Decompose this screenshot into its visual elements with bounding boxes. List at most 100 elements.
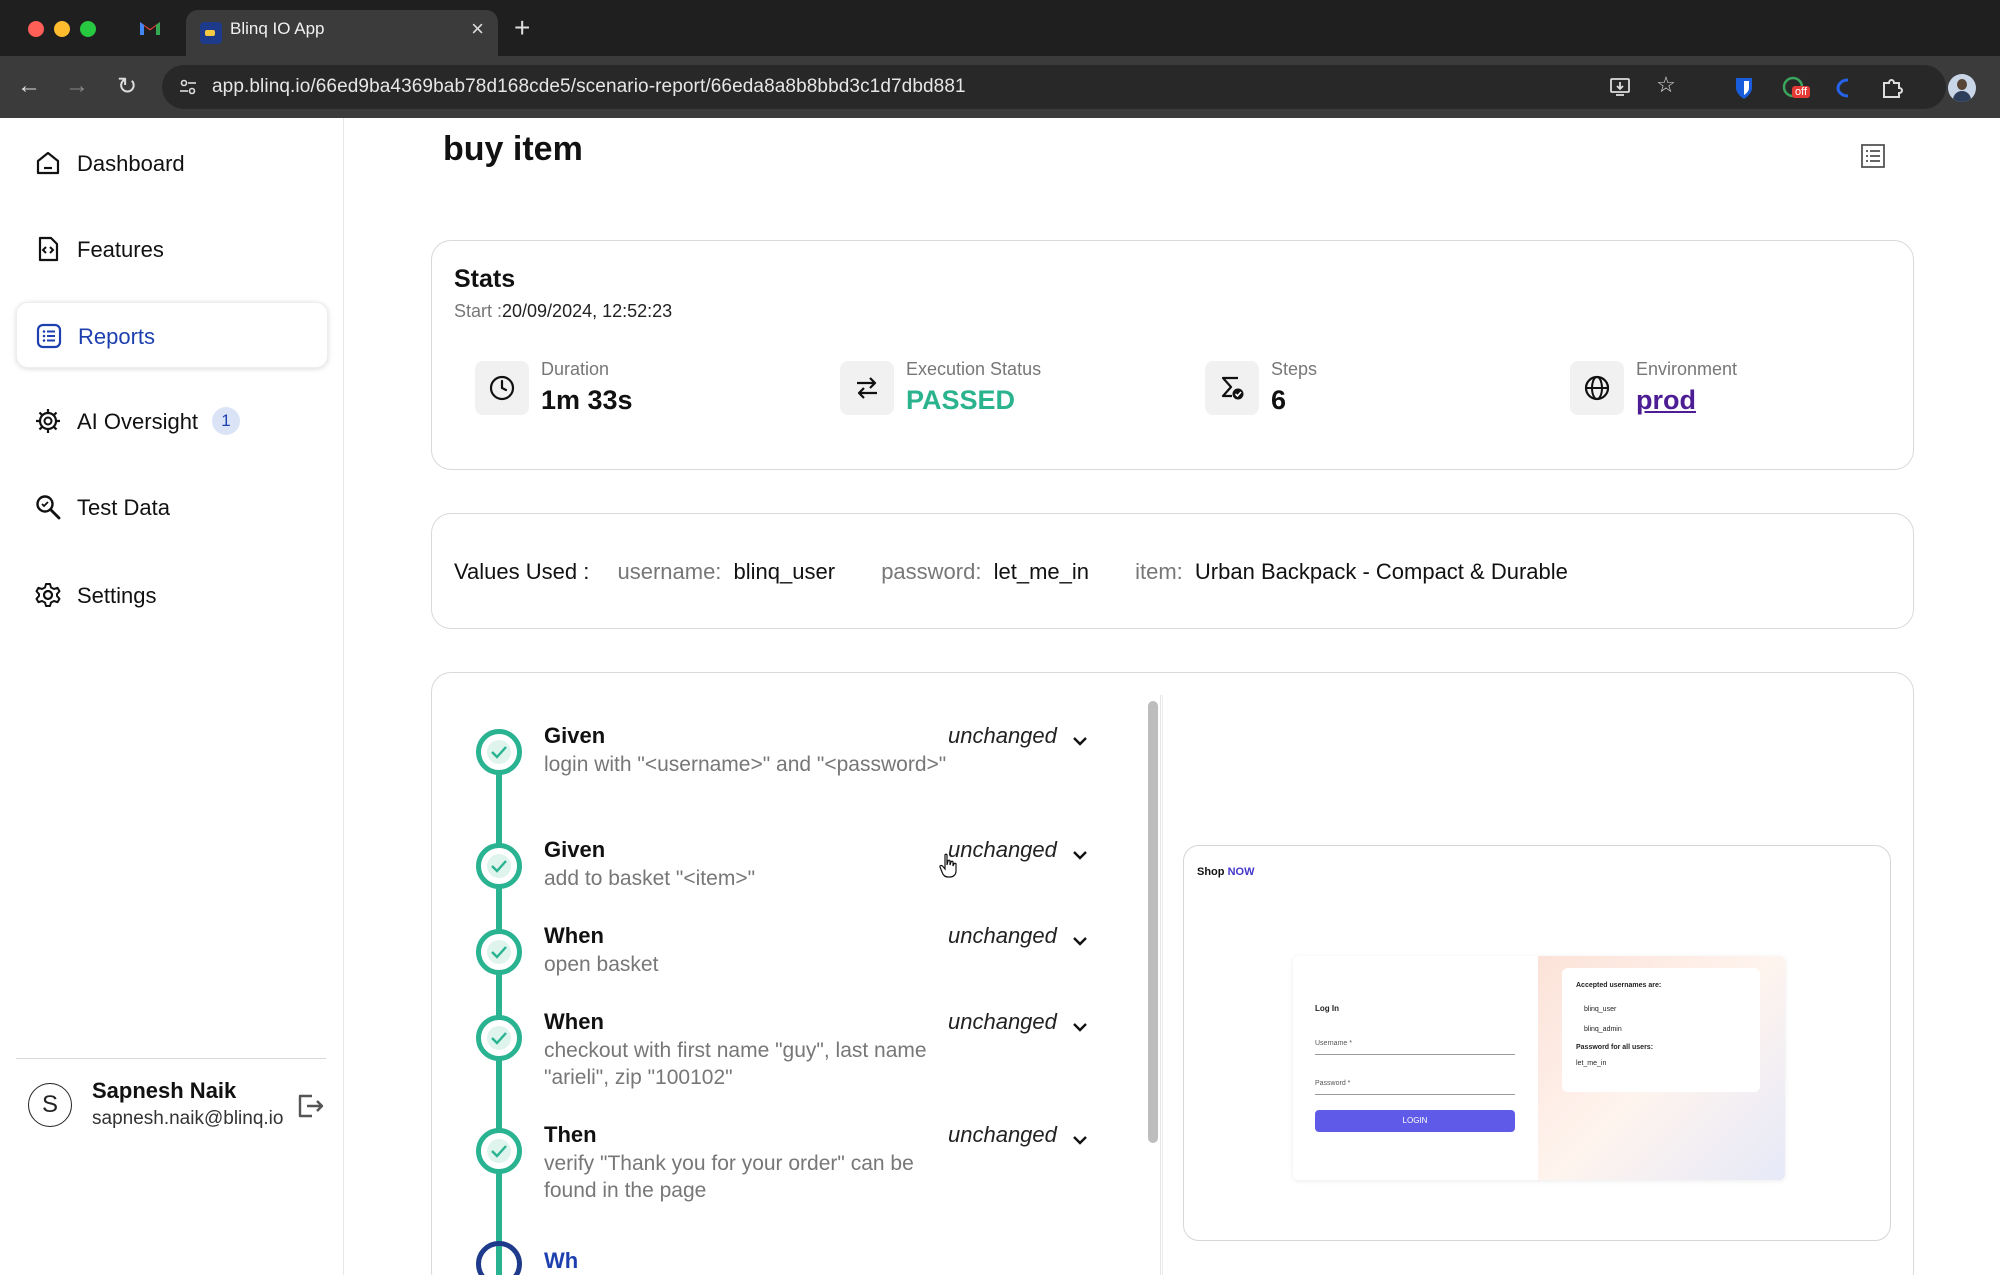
user-email: sapnesh.naik@blinq.io xyxy=(92,1108,284,1129)
sidebar-item-settings[interactable]: Settings xyxy=(16,562,328,628)
close-tab-icon[interactable]: × xyxy=(471,16,484,41)
stat-value: 6 xyxy=(1271,385,1287,415)
stat-icon-box xyxy=(840,361,894,415)
panel-divider xyxy=(1160,695,1161,1275)
url-text[interactable]: app.blinq.io/66ed9ba4369bab78d168cde5/sc… xyxy=(212,76,966,97)
step-passed-icon xyxy=(476,843,522,889)
step-text: add to basket "<item>" xyxy=(544,867,756,890)
environment-link[interactable]: prod xyxy=(1636,385,1696,415)
step-text: open basket xyxy=(544,953,659,976)
forward-icon[interactable]: → xyxy=(65,72,89,99)
step-status[interactable]: unchanged xyxy=(948,723,1057,748)
bookmark-star-icon[interactable]: ☆ xyxy=(1656,72,1676,97)
stat-label: Steps xyxy=(1271,359,1318,379)
values-used-card: Values Used : username: blinq_user passw… xyxy=(431,513,1914,629)
shop-logo: Shop NOW xyxy=(1197,866,1255,878)
value-value: Urban Backpack - Compact & Durable xyxy=(1194,559,1568,584)
steps-scrollbar[interactable] xyxy=(1148,701,1158,1143)
value-key: password: xyxy=(881,559,982,584)
step-passed-icon xyxy=(476,729,522,775)
minimize-window-button[interactable] xyxy=(54,21,70,37)
values-used-line: Values Used : username: blinq_user passw… xyxy=(454,559,1568,585)
username-option: blinq_admin xyxy=(1584,1026,1622,1033)
sidebar-item-label: Features xyxy=(77,237,164,262)
step-keyword: When xyxy=(544,1009,604,1034)
password-title: Password for all users: xyxy=(1576,1044,1654,1051)
sidebar-item-features[interactable]: Features xyxy=(16,216,328,282)
stat-label: Duration xyxy=(541,359,610,379)
chevron-down-icon[interactable] xyxy=(1072,1134,1088,1146)
install-app-icon[interactable] xyxy=(1608,75,1632,99)
username-field xyxy=(1315,1054,1515,1055)
step-keyword: Wh xyxy=(544,1248,579,1273)
accepted-usernames-title: Accepted usernames are: xyxy=(1576,982,1662,989)
stats-title: Stats xyxy=(454,265,516,293)
count-badge: 1 xyxy=(212,407,240,435)
gmail-icon[interactable] xyxy=(138,16,162,40)
stats-card: Stats Start :20/09/2024, 12:52:23 Durati… xyxy=(431,240,1914,470)
sidebar-item-ai-oversight[interactable]: AI Oversight 1 xyxy=(16,388,328,454)
user-name: Sapnesh Naik xyxy=(92,1078,237,1103)
sidebar-item-dashboard[interactable]: Dashboard xyxy=(16,130,328,196)
status-badge: PASSED xyxy=(906,385,1016,415)
search-data-icon xyxy=(36,495,61,520)
chevron-down-icon[interactable] xyxy=(1072,849,1088,861)
gear-icon xyxy=(35,583,61,607)
sidebar-item-label: Settings xyxy=(77,583,157,608)
stat-icon-box xyxy=(1205,361,1259,415)
stat-icon-box xyxy=(475,361,529,415)
back-icon[interactable]: ← xyxy=(17,72,41,99)
page-title: buy item xyxy=(443,130,583,168)
address-bar[interactable]: app.blinq.io/66ed9ba4369bab78d168cde5/sc… xyxy=(162,65,1946,109)
site-settings-icon[interactable] xyxy=(178,77,198,97)
feature-file-icon xyxy=(38,236,59,262)
blinq-favicon-icon xyxy=(200,22,222,44)
value-value: blinq_user xyxy=(733,559,836,584)
sidebar-item-label: Test Data xyxy=(77,495,170,520)
start-time: 20/09/2024, 12:52:23 xyxy=(502,301,673,321)
stat-value: 1m 33s xyxy=(541,385,633,415)
sidebar-item-reports[interactable]: Reports xyxy=(16,302,328,368)
chevron-down-icon[interactable] xyxy=(1072,935,1088,947)
step-status[interactable]: unchanged xyxy=(948,1122,1057,1147)
username-label: Username * xyxy=(1315,1040,1352,1047)
ai-gear-icon xyxy=(36,409,60,433)
reload-icon[interactable]: ↻ xyxy=(116,73,138,100)
step-keyword: Given xyxy=(544,723,606,748)
logout-icon[interactable] xyxy=(294,1090,326,1122)
chevron-down-icon[interactable] xyxy=(1072,1021,1088,1033)
profile-avatar[interactable] xyxy=(1948,74,1976,102)
close-window-button[interactable] xyxy=(28,21,44,37)
browser-tab-active[interactable]: Blinq IO App × xyxy=(186,10,498,56)
stat-label: Execution Status xyxy=(906,359,1042,379)
extension-off-icon[interactable]: off xyxy=(1780,74,1811,102)
step-status[interactable]: unchanged xyxy=(948,837,1057,862)
step-text: checkout with first name "guy", last nam… xyxy=(544,1039,927,1089)
sidebar-item-label: AI Oversight xyxy=(77,409,199,434)
password-label: Password * xyxy=(1315,1080,1351,1087)
bitwarden-extension-icon[interactable] xyxy=(1730,74,1758,102)
report-list-icon[interactable] xyxy=(1860,143,1886,169)
login-title: Log In xyxy=(1315,1004,1339,1013)
step-status[interactable]: unchanged xyxy=(948,923,1057,948)
sidebar-item-test-data[interactable]: Test Data xyxy=(16,474,328,540)
step-passed-icon xyxy=(476,929,522,975)
steps-sigma-icon xyxy=(1221,376,1244,400)
chevron-down-icon[interactable] xyxy=(1072,735,1088,747)
step-screenshot-preview[interactable]: Shop NOW Log In Username * Password * LO… xyxy=(1183,845,1891,1241)
stat-icon-box xyxy=(1570,361,1624,415)
step-status[interactable]: unchanged xyxy=(948,1009,1057,1034)
new-tab-icon[interactable]: + xyxy=(514,12,531,43)
stat-label: Environment xyxy=(1636,359,1738,379)
step-keyword: Given xyxy=(544,837,606,862)
transfer-arrows-icon xyxy=(857,377,877,399)
maximize-window-button[interactable] xyxy=(80,21,96,37)
value-key: username: xyxy=(617,559,722,584)
home-icon xyxy=(36,151,60,175)
blinq-extension-icon[interactable] xyxy=(1830,74,1858,102)
extensions-puzzle-icon[interactable] xyxy=(1878,74,1906,102)
avatar: S xyxy=(28,1083,72,1127)
step-keyword: When xyxy=(544,923,604,948)
sidebar: Dashboard Features Reports AI Oversight … xyxy=(0,118,344,1275)
password-value: let_me_in xyxy=(1576,1060,1607,1067)
